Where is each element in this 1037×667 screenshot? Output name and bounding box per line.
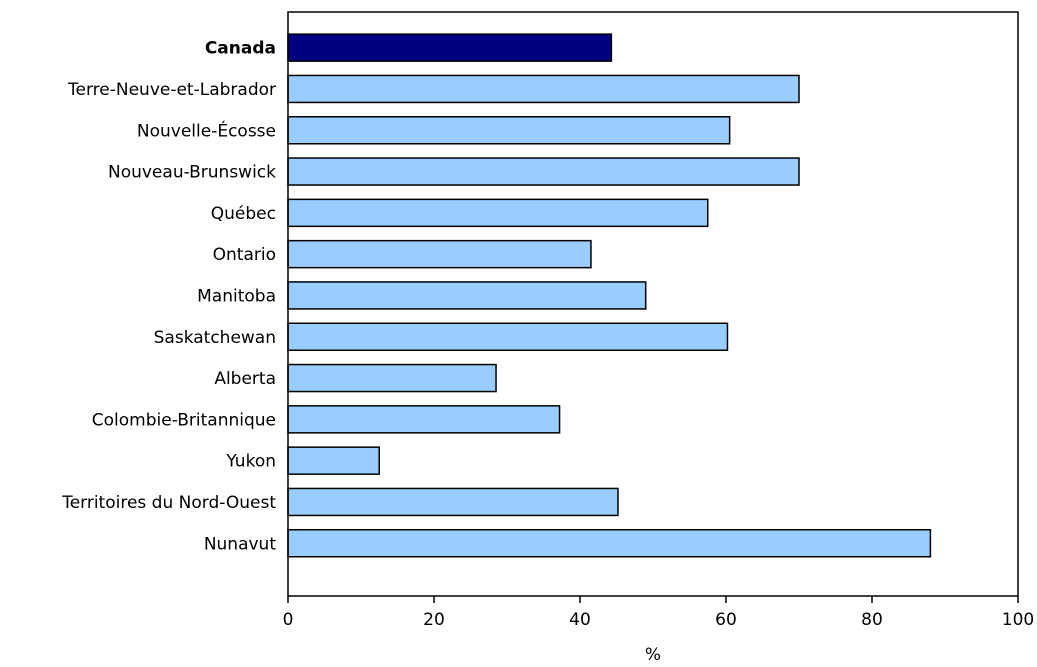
- bar-colombie-britannique: [287, 405, 561, 434]
- category-label-nouveau-brunswick: Nouveau-Brunswick: [108, 163, 276, 183]
- category-label-manitoba: Manitoba: [197, 286, 276, 306]
- category-label-yukon: Yukon: [225, 452, 276, 472]
- bar-ontario: [287, 239, 592, 269]
- x-tick-label-60: 60: [715, 610, 737, 630]
- bar-territoires-du-nord-ouest: [287, 487, 619, 517]
- bar-alberta: [287, 363, 497, 393]
- x-tick-label-80: 80: [861, 610, 883, 630]
- bar-manitoba: [287, 281, 647, 310]
- x-axis-title: %: [645, 645, 661, 665]
- x-tick-label-100: 100: [1002, 610, 1034, 630]
- category-label-nouvelle-ecosse: Nouvelle-Écosse: [137, 119, 276, 141]
- category-label-territoires-du-nord-ouest: Territoires du Nord-Ouest: [61, 493, 276, 513]
- category-labels-group: Canada Terre-Neuve-et-Labrador Nouvelle-Éc…: [61, 39, 276, 555]
- x-tick-label-20: 20: [423, 610, 445, 630]
- bar-nouveau-brunswick: [287, 157, 800, 186]
- x-tick-label-0: 0: [283, 610, 294, 630]
- category-label-quebec: Québec: [211, 204, 276, 224]
- bars-group: [287, 33, 932, 558]
- bar-yukon: [287, 446, 380, 475]
- x-tick-label-40: 40: [569, 610, 591, 630]
- bar-quebec: [287, 198, 709, 228]
- x-ticks-group: 0 20 40 60 80 100: [283, 596, 1034, 630]
- bar-canada: [287, 33, 613, 62]
- bar-nouvelle-ecosse: [287, 116, 731, 145]
- category-label-alberta: Alberta: [214, 369, 276, 389]
- bar-nunavut: [287, 529, 932, 558]
- category-label-ontario: Ontario: [213, 245, 276, 265]
- plot-frame: [287, 11, 1019, 597]
- category-label-canada: Canada: [205, 39, 276, 59]
- bar-terre-neuve-et-labrador: [287, 74, 800, 104]
- category-label-colombie-britannique: Colombie-Britannique: [92, 410, 276, 430]
- bar-saskatchewan: [287, 322, 729, 351]
- category-label-nunavut: Nunavut: [204, 534, 277, 554]
- category-label-saskatchewan: Saskatchewan: [154, 328, 276, 348]
- category-label-terre-neuve-et-labrador: Terre-Neuve-et-Labrador: [67, 80, 276, 100]
